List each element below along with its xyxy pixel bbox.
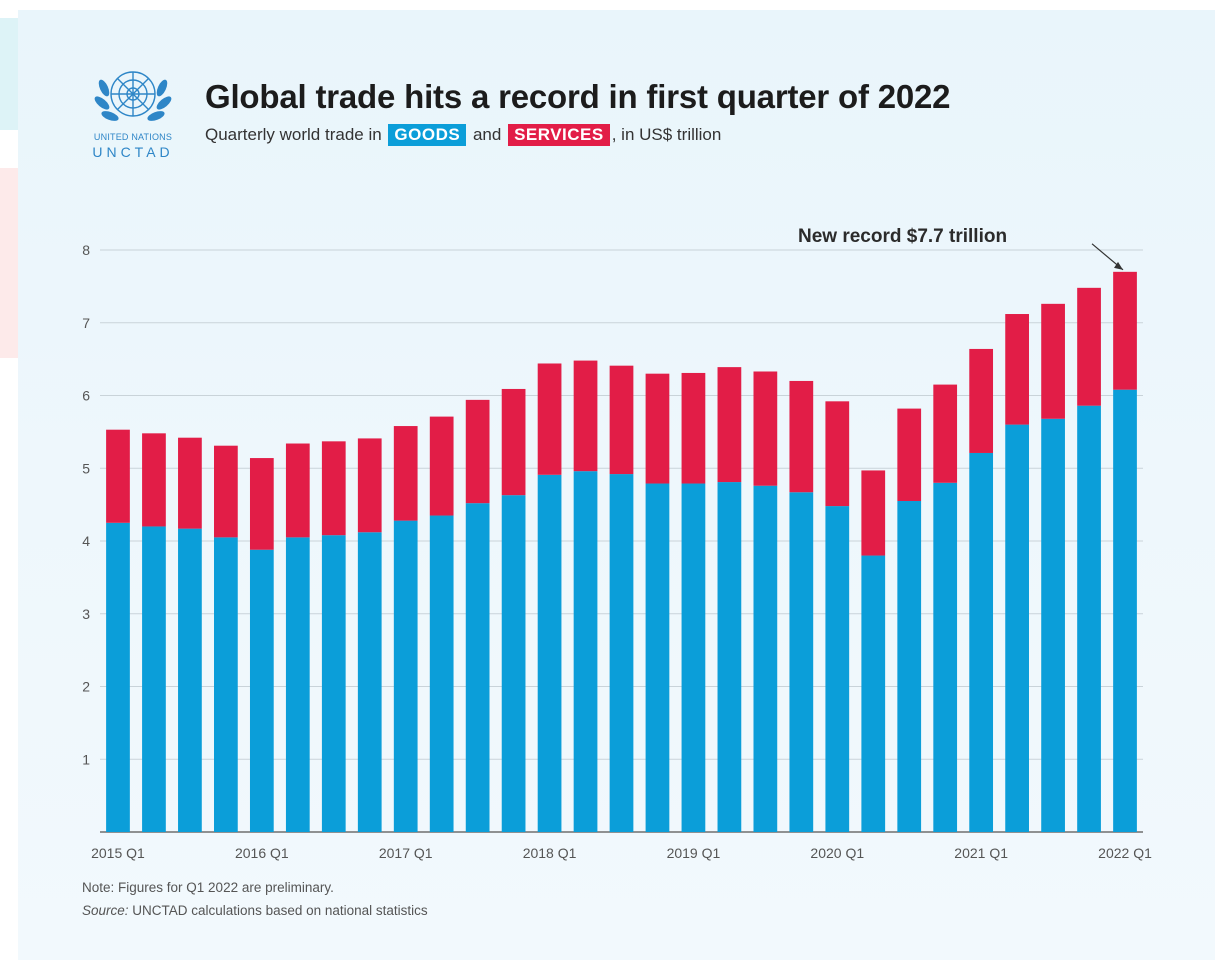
- bar-services-2020-q4: [933, 384, 958, 483]
- left-accent-cyan: [0, 18, 18, 130]
- x-tick-label: 2015 Q1: [91, 845, 145, 861]
- bar-goods-2019-q2: [717, 482, 742, 832]
- bar-goods-2020-q2: [861, 555, 886, 832]
- bar-services-2019-q2: [717, 367, 742, 483]
- bar-goods-2021-q3: [1041, 418, 1065, 832]
- bar-goods-2015-q4: [214, 537, 238, 832]
- subtitle-lead: Quarterly world trade in: [205, 125, 382, 144]
- y-tick-label: 8: [82, 242, 90, 258]
- chart-subtitle: Quarterly world trade in GOODS and SERVI…: [205, 124, 721, 146]
- bar-goods-2015-q2: [142, 526, 166, 832]
- bar-goods-2016-q2: [285, 537, 310, 832]
- bar-services-2020-q2: [861, 470, 886, 556]
- bar-services-2021-q3: [1041, 303, 1065, 419]
- bar-services-2015-q1: [106, 429, 130, 523]
- bar-services-2015-q3: [178, 437, 202, 529]
- legend-goods: GOODS: [388, 124, 467, 146]
- legend-services: SERVICES: [508, 124, 610, 146]
- bar-goods-2017-q3: [465, 503, 490, 832]
- bar-services-2022-q1: [1113, 271, 1137, 390]
- x-tick-label: 2020 Q1: [810, 845, 864, 861]
- bar-services-2018-q4: [645, 373, 670, 484]
- footnote: Note: Figures for Q1 2022 are preliminar…: [82, 880, 334, 895]
- bar-goods-2020-q3: [897, 500, 922, 832]
- subtitle-tail: , in US$ trillion: [611, 125, 722, 144]
- bar-services-2021-q1: [969, 348, 994, 453]
- record-arrow-head: [1114, 261, 1124, 270]
- bar-services-2020-q1: [825, 401, 850, 507]
- bar-services-2017-q1: [393, 426, 418, 521]
- y-tick-label: 1: [82, 751, 90, 767]
- bar-services-2015-q2: [142, 433, 166, 527]
- bar-goods-2020-q4: [933, 482, 958, 832]
- bar-services-2017-q3: [465, 399, 490, 504]
- bar-goods-2019-q4: [789, 492, 814, 832]
- x-tick-label: 2021 Q1: [954, 845, 1008, 861]
- bar-goods-2016-q3: [321, 535, 346, 832]
- bar-goods-2019-q1: [681, 483, 706, 832]
- bar-goods-2018-q1: [537, 474, 562, 832]
- bar-services-2016-q1: [249, 458, 274, 550]
- bar-services-2015-q4: [214, 445, 238, 538]
- x-tick-label: 2017 Q1: [379, 845, 433, 861]
- x-tick-label: 2019 Q1: [667, 845, 721, 861]
- x-tick-label: 2016 Q1: [235, 845, 289, 861]
- bar-services-2019-q4: [789, 380, 814, 493]
- bar-goods-2015-q1: [106, 522, 130, 832]
- x-tick-label: 2018 Q1: [523, 845, 577, 861]
- bar-goods-2017-q2: [429, 515, 454, 832]
- y-tick-label: 7: [82, 315, 90, 331]
- bar-services-2016-q4: [357, 438, 382, 533]
- source-text: UNCTAD calculations based on national st…: [128, 903, 428, 918]
- bar-services-2019-q1: [681, 372, 706, 484]
- bar-goods-2016-q4: [357, 532, 382, 832]
- bar-services-2021-q4: [1077, 287, 1101, 406]
- bar-goods-2019-q3: [753, 485, 778, 832]
- bar-goods-2022-q1: [1113, 389, 1137, 832]
- bar-services-2016-q3: [321, 441, 346, 536]
- bar-goods-2018-q2: [573, 471, 598, 832]
- bar-goods-2016-q1: [249, 549, 274, 832]
- bar-services-2018-q1: [537, 363, 562, 475]
- bar-services-2017-q2: [429, 416, 454, 516]
- bar-services-2021-q2: [1005, 314, 1029, 425]
- bar-goods-2020-q1: [825, 506, 850, 832]
- bar-goods-2018-q3: [609, 474, 634, 832]
- y-tick-label: 5: [82, 460, 90, 476]
- bar-services-2019-q3: [753, 371, 778, 486]
- bar-services-2018-q3: [609, 365, 634, 475]
- record-annotation: New record $7.7 trillion: [798, 226, 1008, 247]
- bar-goods-2021-q2: [1005, 424, 1029, 832]
- bar-goods-2015-q3: [178, 528, 202, 832]
- source-prefix: Source:: [82, 903, 129, 918]
- subtitle-and: and: [472, 125, 502, 144]
- bar-goods-2017-q1: [393, 520, 418, 832]
- un-emblem-icon: [94, 71, 172, 121]
- y-tick-label: 2: [82, 679, 90, 695]
- x-tick-label: 2022 Q1: [1098, 845, 1152, 861]
- left-accent-pink: [0, 168, 18, 358]
- bar-services-2017-q4: [501, 388, 526, 496]
- y-tick-label: 6: [82, 388, 90, 404]
- logo-org-line: UNITED NATIONS: [93, 132, 173, 142]
- bar-services-2020-q3: [897, 408, 922, 501]
- bar-services-2018-q2: [573, 360, 598, 472]
- bar-services-2016-q2: [285, 443, 310, 538]
- bar-goods-2017-q4: [501, 495, 526, 832]
- bar-goods-2018-q4: [645, 483, 670, 832]
- bar-goods-2021-q4: [1077, 405, 1101, 832]
- y-tick-label: 3: [82, 606, 90, 622]
- source-line: Source: UNCTAD calculations based on nat…: [82, 903, 428, 918]
- chart-title: Global trade hits a record in first quar…: [205, 78, 951, 115]
- logo-acronym: UNCTAD: [92, 144, 174, 160]
- bar-goods-2021-q1: [969, 452, 994, 832]
- y-tick-label: 4: [82, 533, 90, 549]
